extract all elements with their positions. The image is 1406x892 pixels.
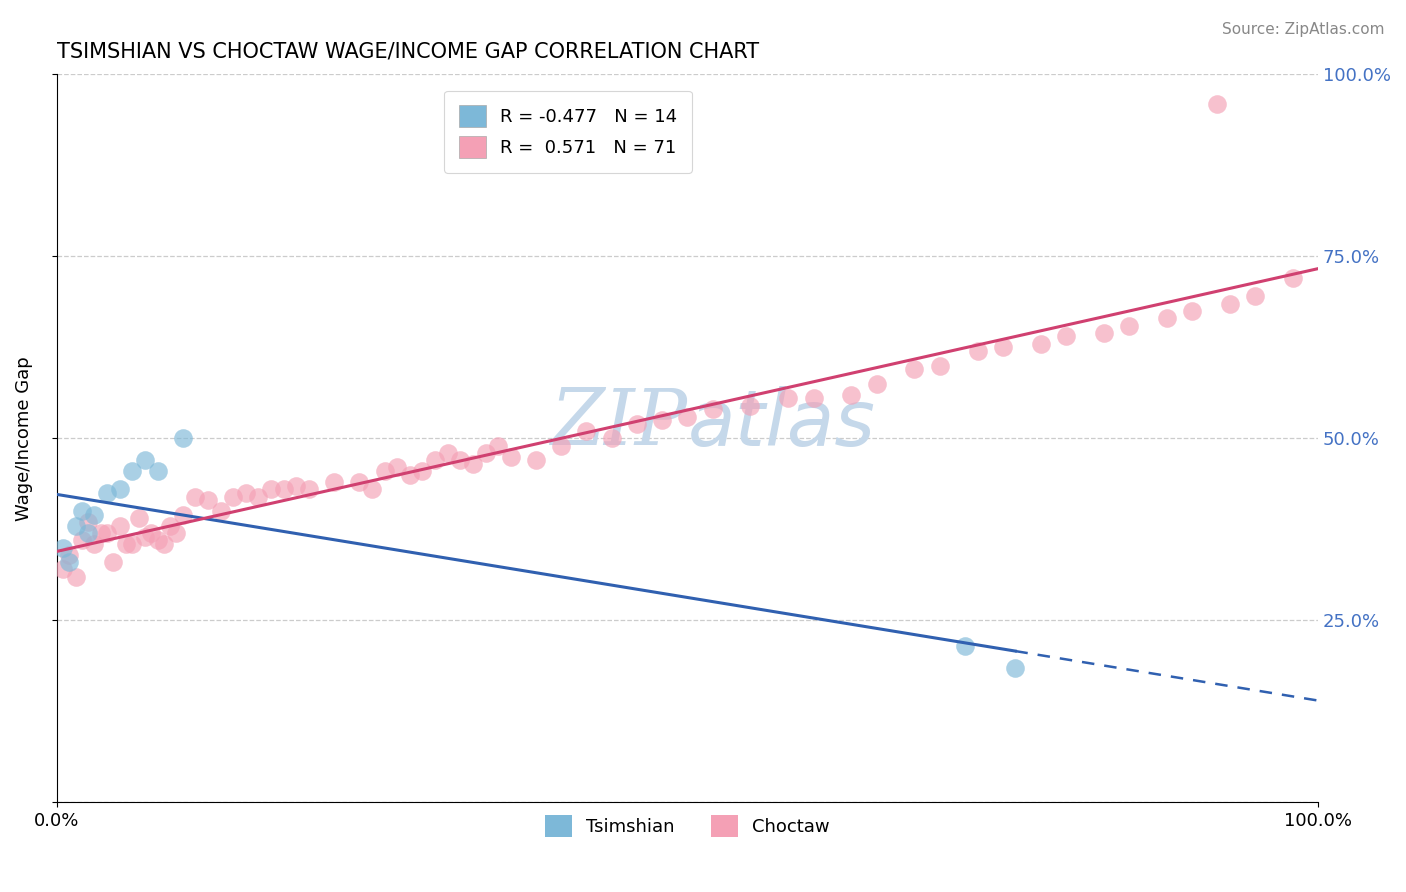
Point <box>600 431 623 445</box>
Point <box>1156 311 1178 326</box>
Point <box>865 376 887 391</box>
Point <box>361 483 384 497</box>
Point <box>159 518 181 533</box>
Point <box>172 508 194 522</box>
Point <box>90 525 112 540</box>
Point <box>449 453 471 467</box>
Point <box>96 525 118 540</box>
Point <box>153 537 176 551</box>
Point <box>121 464 143 478</box>
Point <box>141 525 163 540</box>
Point <box>524 453 547 467</box>
Point <box>222 490 245 504</box>
Point <box>83 508 105 522</box>
Point <box>285 478 308 492</box>
Point <box>197 493 219 508</box>
Point <box>841 387 863 401</box>
Legend: Tsimshian, Choctaw: Tsimshian, Choctaw <box>537 808 837 844</box>
Point <box>1244 289 1267 303</box>
Point <box>77 525 100 540</box>
Point <box>65 518 87 533</box>
Point <box>1004 660 1026 674</box>
Point <box>499 450 522 464</box>
Point <box>626 417 648 431</box>
Point <box>411 464 433 478</box>
Point <box>1282 271 1305 285</box>
Point <box>58 548 80 562</box>
Point <box>128 511 150 525</box>
Point <box>52 562 75 576</box>
Point <box>323 475 346 489</box>
Point <box>1092 326 1115 340</box>
Point <box>349 475 371 489</box>
Point <box>52 541 75 555</box>
Point <box>134 453 156 467</box>
Point <box>103 555 125 569</box>
Point <box>474 446 496 460</box>
Point <box>436 446 458 460</box>
Point <box>184 490 207 504</box>
Point <box>1181 304 1204 318</box>
Point <box>1029 336 1052 351</box>
Point <box>991 340 1014 354</box>
Point <box>247 490 270 504</box>
Point <box>928 359 950 373</box>
Point <box>486 439 509 453</box>
Point <box>1054 329 1077 343</box>
Y-axis label: Wage/Income Gap: Wage/Income Gap <box>15 356 32 521</box>
Point <box>108 518 131 533</box>
Point <box>134 530 156 544</box>
Point <box>115 537 138 551</box>
Point <box>146 464 169 478</box>
Point <box>58 555 80 569</box>
Text: atlas: atlas <box>688 386 876 462</box>
Point <box>423 453 446 467</box>
Text: TSIMSHIAN VS CHOCTAW WAGE/INCOME GAP CORRELATION CHART: TSIMSHIAN VS CHOCTAW WAGE/INCOME GAP COR… <box>56 42 759 62</box>
Point <box>83 537 105 551</box>
Point <box>172 431 194 445</box>
Point <box>108 483 131 497</box>
Point <box>575 424 598 438</box>
Point <box>260 483 283 497</box>
Point <box>461 457 484 471</box>
Point <box>166 525 188 540</box>
Point <box>235 486 257 500</box>
Point <box>1219 296 1241 310</box>
Text: ZIP: ZIP <box>550 385 688 462</box>
Point <box>740 399 762 413</box>
Point <box>298 483 321 497</box>
Point <box>96 486 118 500</box>
Point <box>77 515 100 529</box>
Point <box>903 362 925 376</box>
Point <box>70 504 93 518</box>
Point <box>70 533 93 548</box>
Point <box>374 464 396 478</box>
Point <box>651 413 673 427</box>
Text: Source: ZipAtlas.com: Source: ZipAtlas.com <box>1222 22 1385 37</box>
Point <box>702 402 724 417</box>
Point <box>209 504 232 518</box>
Point <box>778 392 800 406</box>
Point <box>398 467 420 482</box>
Point <box>146 533 169 548</box>
Point <box>121 537 143 551</box>
Point <box>966 344 988 359</box>
Point <box>953 639 976 653</box>
Point <box>65 569 87 583</box>
Point <box>387 460 409 475</box>
Point <box>273 483 295 497</box>
Point <box>1118 318 1140 333</box>
Point <box>1206 96 1229 111</box>
Point <box>676 409 699 424</box>
Point <box>803 392 825 406</box>
Point <box>550 439 572 453</box>
